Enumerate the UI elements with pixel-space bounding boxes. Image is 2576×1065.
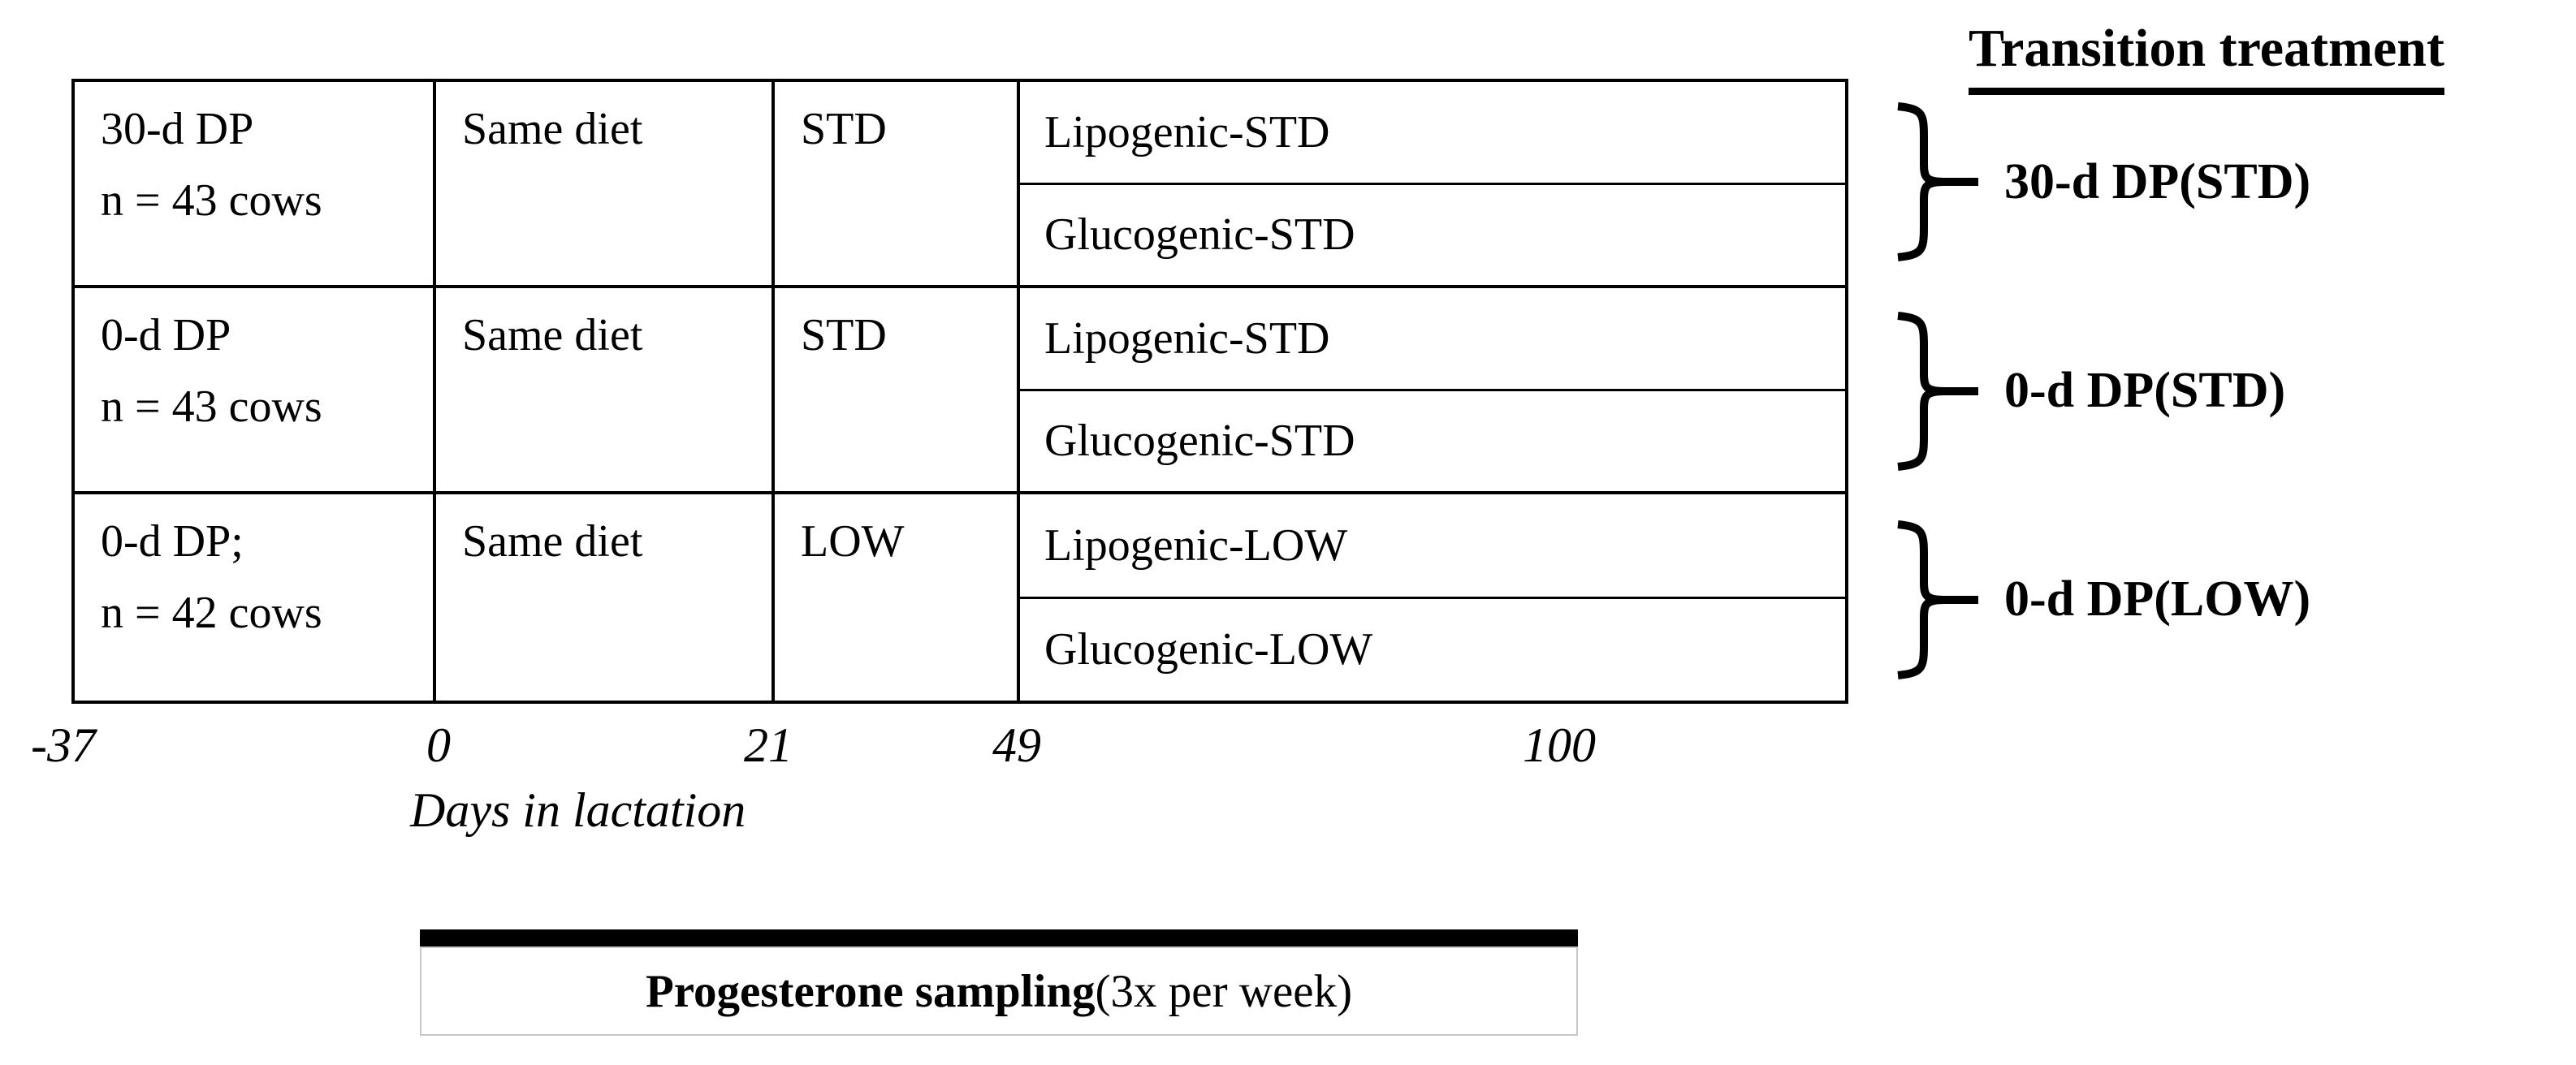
dp-group-line2: n = 43 cows [101,175,322,226]
transition-treatment-heading: Transition treatment [1969,18,2444,95]
axis-tick-label: -37 [31,718,96,772]
dp-group-line2: n = 42 cows [101,588,322,638]
subdiet-cell: Lipogenic-STD [1020,82,1845,185]
diet-cell: Same diet [436,82,775,288]
ration-cell: STD [775,82,1020,288]
subdiet-cell: Glucogenic-LOW [1044,624,1373,675]
subdiet-cell-group: Lipogenic-STD Glucogenic-STD [1020,288,1845,494]
axis-title: Days in lactation [410,783,746,837]
subdiet-cell: Glucogenic-STD [1044,209,1355,261]
dp-group-line1: 0-d DP [101,310,231,360]
ration-cell: STD [775,288,1020,494]
sampling-label-bold: Progesterone sampling [645,965,1096,1017]
dp-group-cell: 0-d DP; n = 42 cows [75,494,436,701]
curly-brace-icon [1897,102,1978,261]
sampling-period-bar [420,929,1578,946]
axis-tick-label: 0 [426,718,451,772]
subdiet-cell: Lipogenic-LOW [1020,494,1845,599]
study-design-table: 30-d DP n = 43 cows Same diet STD Lipoge… [71,79,1848,704]
subdiet-cell: Glucogenic-STD [1044,416,1355,467]
dp-group-cell: 0-d DP n = 43 cows [75,288,436,494]
diet-cell: Same diet [436,288,775,494]
ration-cell: LOW [775,494,1020,701]
subdiet-cell: Lipogenic-STD [1020,288,1845,391]
axis-tick-label: 21 [744,718,793,772]
sampling-label-box: Progesterone sampling (3x per week) [420,946,1578,1036]
dp-group-line2: n = 43 cows [101,382,322,432]
subdiet-cell-group: Lipogenic-LOW Glucogenic-LOW [1020,494,1845,701]
dp-group-cell: 30-d DP n = 43 cows [75,82,436,288]
dp-group-line1: 0-d DP; [101,516,244,567]
axis-tick-label: 100 [1523,718,1596,772]
sampling-label-rest: (3x per week) [1095,965,1353,1017]
treatment-label: 0-d DP(LOW) [2004,571,2311,627]
dp-group-line1: 30-d DP [101,104,254,154]
subdiet-cell-group: Lipogenic-STD Glucogenic-STD [1020,82,1845,288]
axis-tick-label: 49 [992,718,1041,772]
diet-cell: Same diet [436,494,775,701]
curly-brace-icon [1897,520,1978,679]
curly-brace-icon [1897,312,1978,471]
treatment-label: 0-d DP(STD) [2004,363,2286,418]
treatment-label: 30-d DP(STD) [2004,154,2311,209]
